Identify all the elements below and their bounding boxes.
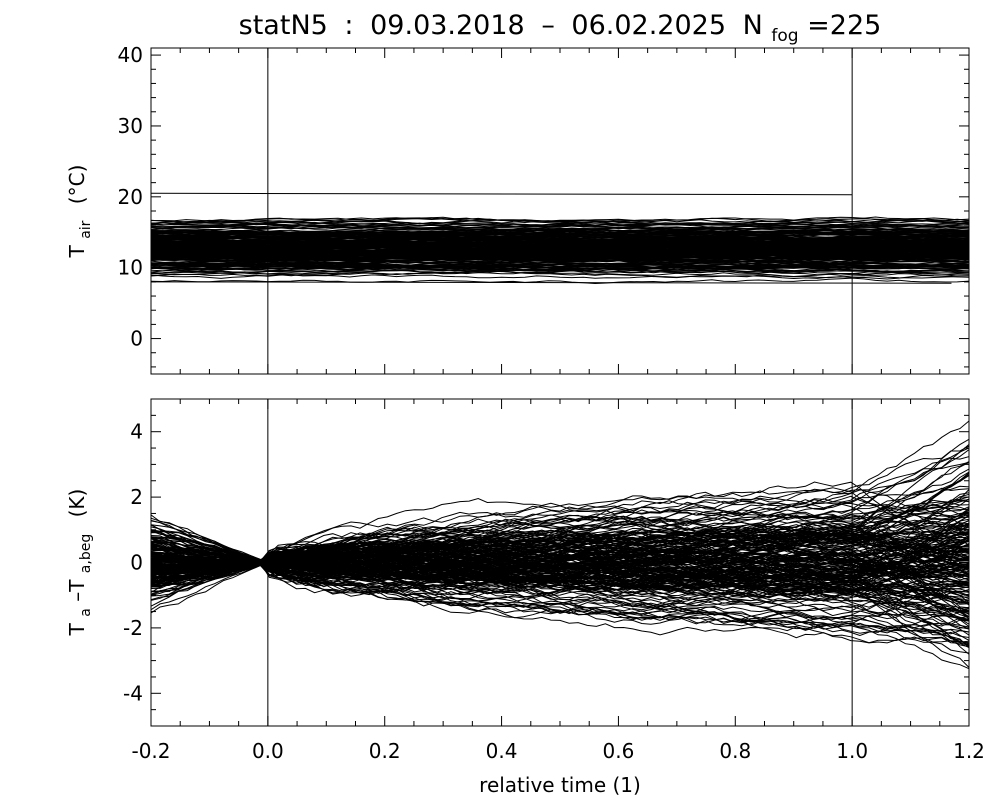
y-tick-label: 0 xyxy=(130,327,143,351)
x-tick-label: -0.2 xyxy=(131,739,170,763)
panel2-series-line xyxy=(151,524,969,612)
panel1-series-group xyxy=(151,192,969,285)
panel2-series-line xyxy=(151,420,969,572)
panel2-series-line xyxy=(151,554,969,588)
panel1-series-line xyxy=(151,268,969,278)
panel2-series-line xyxy=(151,528,969,578)
panel1-ylabel-t: T xyxy=(65,244,89,258)
panel1-series-line xyxy=(151,281,952,284)
title-separator: : xyxy=(344,10,353,41)
panel1-ylabel-unit: (°C) xyxy=(65,165,89,205)
panel1-series-line xyxy=(151,247,969,253)
panel2-series-line xyxy=(151,502,969,566)
panel1-series-line xyxy=(151,251,969,258)
panel1-series-line xyxy=(151,219,969,225)
panel2-series-line xyxy=(151,559,969,621)
panel1-series-line xyxy=(151,235,969,244)
title-n-subscript: fog xyxy=(771,26,798,46)
panel2-series-line xyxy=(151,559,969,602)
panel2-series-line xyxy=(151,557,969,668)
panel1-series-line xyxy=(151,255,969,265)
panel1-series-line xyxy=(151,242,969,249)
panel1-series-line xyxy=(151,251,969,261)
panel1-series-line xyxy=(151,228,969,236)
y-tick-label: -4 xyxy=(123,681,143,705)
panel2-series-line xyxy=(151,449,969,564)
x-tick-label: 0.6 xyxy=(603,739,635,763)
title-station: statN5 xyxy=(239,10,328,41)
panel1-series-line xyxy=(151,270,969,280)
panel1-series-line xyxy=(151,263,969,272)
panel2-series-line xyxy=(151,506,969,568)
y-tick-label: 2 xyxy=(130,485,143,509)
panel1-series-line xyxy=(151,229,969,238)
panel1-series-line xyxy=(151,192,853,196)
panel2-series-line xyxy=(151,532,969,571)
title-start-date: 09.03.2018 xyxy=(370,10,525,41)
x-tick-label: 1.2 xyxy=(953,739,985,763)
panel2-series-line xyxy=(151,555,969,582)
panel1-ylabel: T air (°C) xyxy=(65,165,95,259)
x-tick-label: 0.2 xyxy=(369,739,401,763)
panel2-series-line xyxy=(151,519,969,592)
y-tick-label: 0 xyxy=(130,551,143,575)
title-n-value: =225 xyxy=(807,10,881,41)
title-end-date: 06.02.2025 xyxy=(571,10,726,41)
panel1-ylabel-sub: air xyxy=(78,220,94,238)
panel1-series-line xyxy=(151,228,969,236)
y-tick-label: 10 xyxy=(118,256,143,280)
panel2-markers xyxy=(267,399,853,726)
panel2-ticks: -4 -2 0 2 4 xyxy=(123,398,970,727)
chart-title: statN5 : 09.03.2018 – 06.02.2025 N fog =… xyxy=(239,10,882,48)
panel2-ylabel-sub1: a xyxy=(78,608,94,617)
panel2-ylabel-unit: (K) xyxy=(65,489,89,518)
title-n-symbol: N xyxy=(743,10,763,41)
panel2-series-line xyxy=(151,534,969,588)
panel1-series-line xyxy=(151,260,969,267)
panel2-ylabel-t2: –T xyxy=(65,579,89,602)
panel2-series-group xyxy=(151,420,969,670)
y-tick-label: -2 xyxy=(123,616,143,640)
panel2-series-line xyxy=(151,557,969,636)
y-tick-label: 30 xyxy=(118,114,143,138)
panel2-ylabel: T a –T a,beg (K) xyxy=(65,489,95,637)
y-tick-label: 4 xyxy=(130,420,143,444)
x-tick-label: 0.4 xyxy=(486,739,518,763)
panel1-series-line xyxy=(151,235,969,241)
panel2-series-line xyxy=(151,475,969,566)
x-tick-label: 0.8 xyxy=(719,739,751,763)
panel1-series-line xyxy=(151,224,969,233)
panel2-series-line xyxy=(151,456,969,561)
panel2-series-line xyxy=(151,525,969,577)
panel2-series-line xyxy=(151,549,969,618)
panel1-series-line xyxy=(151,241,969,249)
x-tick-label: 1.0 xyxy=(836,739,868,763)
panel1-series-line xyxy=(151,255,969,264)
y-tick-label: 20 xyxy=(118,185,143,209)
panel1-frame xyxy=(150,47,970,375)
panel1-ticks: 0 10 20 30 40 xyxy=(118,43,970,374)
panel1-series-line xyxy=(151,277,969,285)
panel-temperature-difference: -4 -2 0 2 4 T a –T a,beg (K) xyxy=(65,398,970,727)
panel1-series-line xyxy=(151,222,969,230)
x-tick-labels: -0.2 0.0 0.2 0.4 0.6 0.8 1.0 1.2 xyxy=(131,739,984,763)
x-axis-label: relative time (1) xyxy=(479,773,641,797)
x-tick-label: 0.0 xyxy=(252,739,284,763)
title-dash: – xyxy=(541,10,555,41)
panel-air-temperature: 0 10 20 30 40 T air (°C) xyxy=(65,43,970,375)
panel2-ylabel-t1: T xyxy=(65,622,89,636)
panel1-series-line xyxy=(151,235,969,243)
panel1-series-line xyxy=(151,216,969,226)
y-tick-label: 40 xyxy=(118,43,143,67)
panel1-series-line xyxy=(151,221,969,229)
panel1-markers xyxy=(267,48,853,374)
panel2-ylabel-sub2: a,beg xyxy=(78,534,94,573)
